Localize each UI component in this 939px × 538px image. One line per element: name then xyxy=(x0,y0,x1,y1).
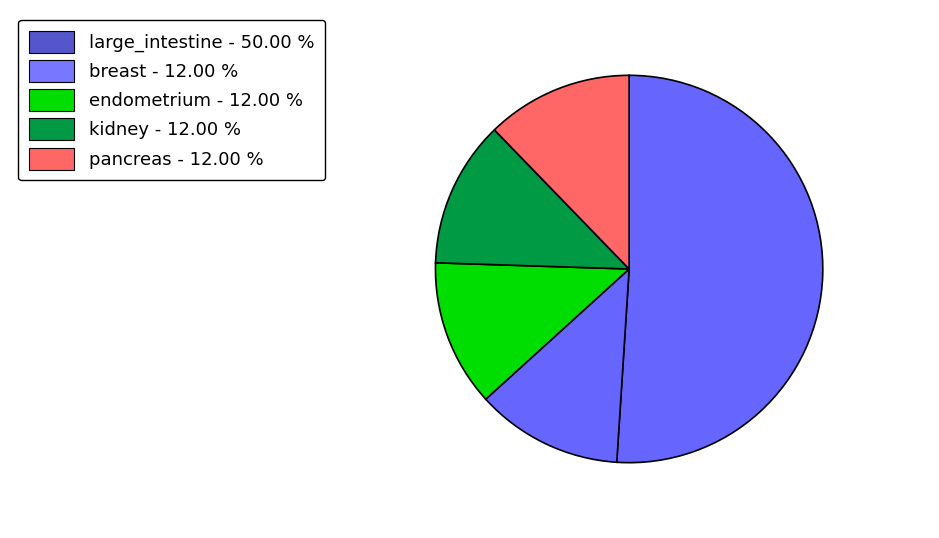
Wedge shape xyxy=(617,75,823,463)
Wedge shape xyxy=(436,263,629,399)
Wedge shape xyxy=(485,269,629,462)
Legend: large_intestine - 50.00 %, breast - 12.00 %, endometrium - 12.00 %, kidney - 12.: large_intestine - 50.00 %, breast - 12.0… xyxy=(19,20,325,180)
Wedge shape xyxy=(495,75,629,269)
Wedge shape xyxy=(436,130,629,269)
